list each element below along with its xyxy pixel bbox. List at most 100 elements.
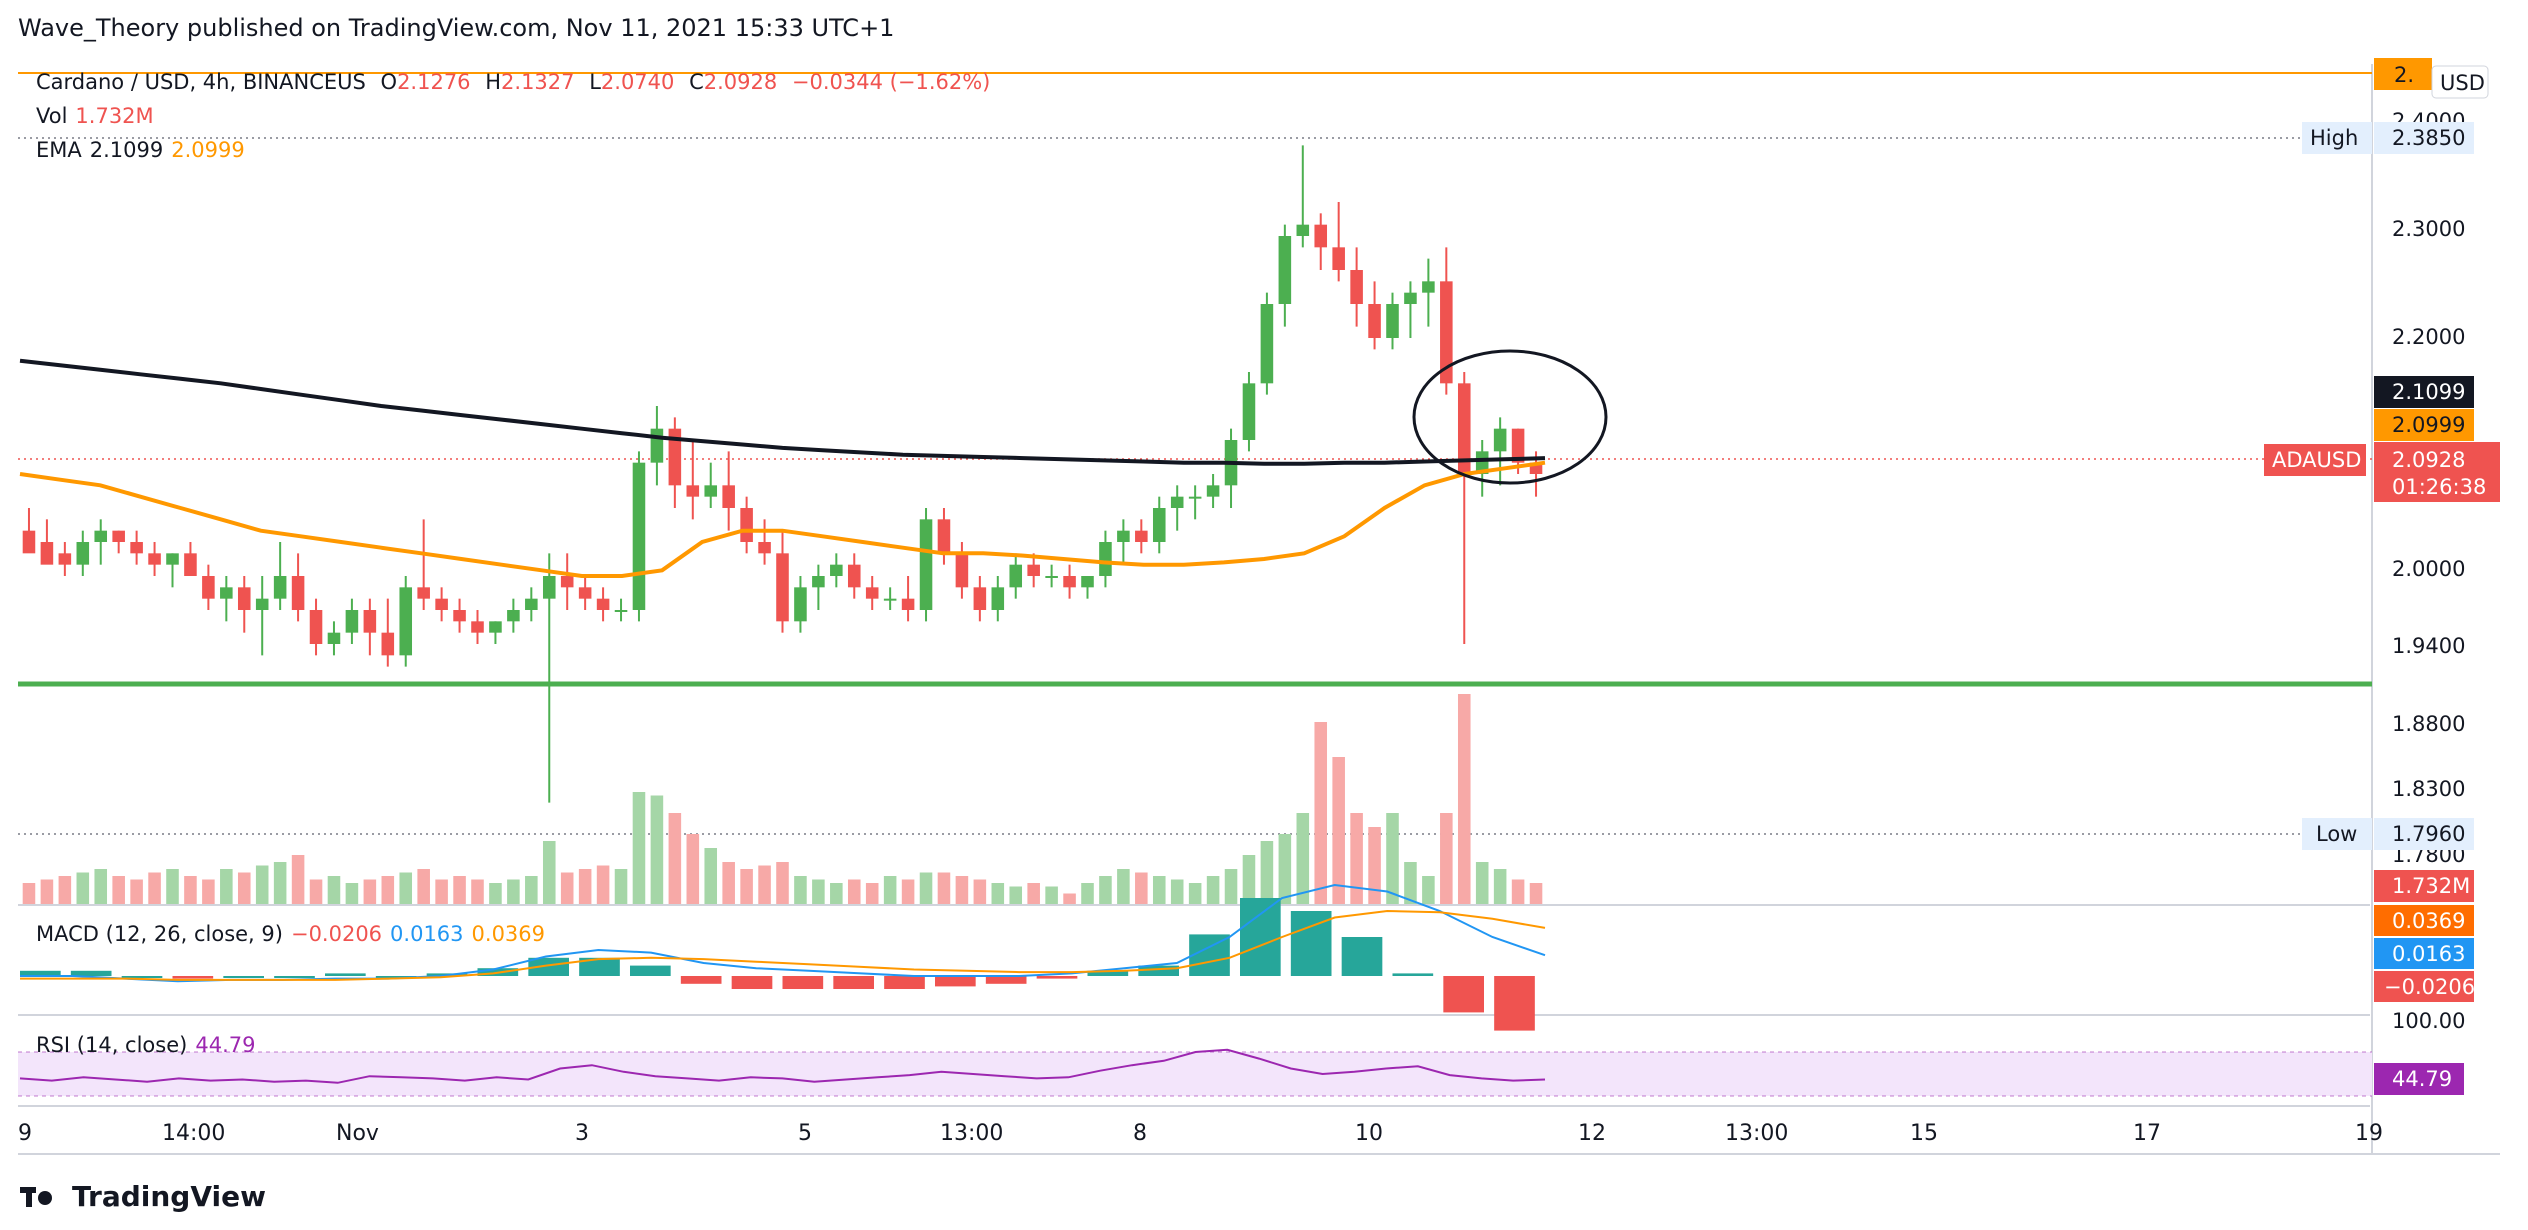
candle-body — [1242, 383, 1256, 440]
change-value: −0.0344 (−1.62%) — [791, 70, 991, 94]
volume-bar — [1188, 883, 1202, 904]
low-value: 1.7960 — [2392, 822, 2465, 846]
ema-short-value: 2.0999 — [171, 138, 245, 162]
macd-tag-hist — [2374, 971, 2474, 1002]
candle-body — [776, 553, 789, 622]
last-price-tag — [2374, 442, 2500, 502]
macd-hist-bar — [1240, 898, 1281, 976]
high-label: High — [2310, 126, 2358, 150]
volume-bar — [973, 879, 987, 904]
volume-bar — [40, 879, 54, 904]
candle-body — [560, 576, 574, 588]
volume-bar — [686, 834, 700, 904]
candle-body — [1404, 292, 1417, 304]
candle-body — [1135, 530, 1148, 542]
volume-bar — [1457, 694, 1471, 904]
candle-body — [1278, 236, 1292, 304]
price-tick: 1.8300 — [2392, 777, 2465, 801]
candle-body — [686, 485, 700, 497]
volume-bar — [1404, 862, 1417, 904]
volume-bar — [220, 869, 233, 904]
candle-body — [973, 587, 987, 610]
volume-bar — [1206, 876, 1220, 904]
volume-bar — [614, 869, 628, 904]
rsi-legend: RSI (14, close) 44.79 — [36, 1033, 263, 1057]
volume-bar — [309, 879, 323, 904]
open-value: 2.1276 — [397, 70, 471, 94]
high-value: 2.3850 — [2392, 126, 2465, 150]
volume-bar — [399, 872, 413, 904]
volume-bar — [76, 872, 90, 904]
macd-tag-signal — [2374, 905, 2474, 936]
volume-bar — [758, 865, 771, 904]
candle-body — [955, 553, 969, 588]
candle-body — [1422, 281, 1435, 293]
macd-hist-bar — [579, 957, 620, 976]
volume-bar — [471, 879, 484, 904]
symbol-tag — [2264, 444, 2366, 476]
macd-hist-bar — [630, 965, 671, 976]
candle-body — [291, 576, 305, 610]
volume-bar — [776, 862, 789, 904]
close-label-legend: C — [689, 70, 704, 94]
volume-bar — [901, 879, 915, 904]
macd-hist-bar — [1036, 976, 1078, 979]
candle-body — [202, 576, 215, 599]
ema-legend: EMA 2.1099 2.0999 — [36, 138, 253, 162]
price-tick: 1.8800 — [2392, 712, 2465, 736]
time-tick: 3 — [575, 1121, 589, 1146]
volume-bar — [345, 883, 359, 904]
candle-body — [1368, 304, 1381, 338]
candle-body — [596, 598, 610, 610]
macd-hist-bar — [223, 976, 264, 978]
candle-body — [650, 428, 664, 463]
volume-bar — [1224, 869, 1238, 904]
volume-bar — [578, 869, 592, 904]
ema-long-line — [19, 358, 1546, 466]
ema-short-line — [19, 460, 1546, 578]
volume-bar — [1386, 813, 1399, 904]
volume-bar — [1045, 886, 1058, 904]
rsi-band — [18, 1052, 2372, 1096]
volume-bar — [453, 876, 466, 904]
ema-label: EMA — [36, 138, 82, 162]
volume-bar — [58, 876, 72, 904]
candle-body — [1350, 270, 1363, 304]
volume-bar — [1063, 893, 1076, 904]
rsi-tick: 100.00 — [2392, 1009, 2465, 1033]
volume-bar — [1009, 886, 1023, 904]
volume-bar — [435, 879, 448, 904]
macd-hist-bar — [884, 976, 925, 989]
time-tick: 19 — [2355, 1121, 2383, 1146]
candle-body — [1511, 428, 1525, 463]
rsi-line — [19, 1048, 1546, 1084]
volume-bar — [291, 855, 305, 904]
candle-body — [740, 508, 753, 542]
close-value-legend: 2.0928 — [703, 70, 778, 94]
macd-hist-bar — [528, 957, 569, 976]
macd-tag-macd-text: 0.0163 — [2392, 942, 2465, 966]
candle-body — [632, 462, 646, 610]
time-tick: 13:00 — [940, 1121, 1003, 1146]
candle-body — [1314, 224, 1328, 248]
candle-body — [1529, 462, 1543, 474]
ema-long-tag — [2374, 376, 2474, 408]
volume-bar — [489, 883, 502, 904]
macd-label: MACD (12, 26, close, 9) — [36, 922, 283, 946]
macd-hist-bar — [935, 976, 976, 987]
macd-hist-bar — [1189, 934, 1230, 976]
volume-bar — [1332, 757, 1345, 904]
ema-short-tag-text: 2.0999 — [2392, 413, 2465, 437]
volume-bar — [722, 862, 735, 904]
candle-body — [758, 542, 771, 554]
tradingview-footer[interactable]: TradingView — [20, 1180, 266, 1213]
volume-bar — [1422, 876, 1435, 904]
macd-hist-bar — [1443, 976, 1484, 1013]
macd-hist-bar — [731, 976, 773, 989]
candle-body — [273, 576, 287, 599]
volume-bar — [363, 879, 377, 904]
candle-body — [471, 621, 484, 633]
candle-body — [794, 587, 807, 622]
currency-button — [2431, 65, 2489, 99]
